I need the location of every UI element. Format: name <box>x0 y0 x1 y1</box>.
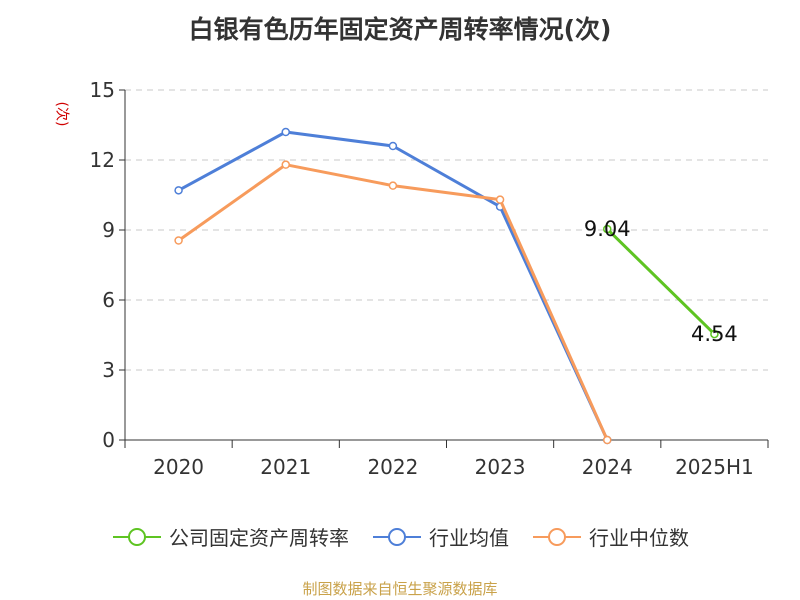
y-tick-label-0: 0 <box>102 428 115 452</box>
series-line-company-0 <box>606 227 716 336</box>
point-company-2025H1 <box>710 329 719 339</box>
x-tick-label-2021: 2021 <box>260 455 311 479</box>
y-tick-label-9: 9 <box>102 218 115 242</box>
y-tick-label-6: 6 <box>102 288 115 312</box>
legend-label-company: 公司固定资产周转率 <box>169 526 349 550</box>
data-label-company-2025H1: 4.54 <box>691 322 738 346</box>
point-company-2024 <box>603 224 612 234</box>
grid-lines <box>125 89 768 371</box>
data-label-company-2024: 9.04 <box>584 217 631 241</box>
axes: 0 3 6 9 12 15 2020 2021 2022 2023 2024 2025H1 <box>90 78 769 479</box>
y-tick-label-12: 12 <box>90 148 115 172</box>
data-source-note: 制图数据来自恒生聚源数据库 <box>302 580 498 598</box>
legend-marker-industry-median-icon <box>533 527 581 546</box>
legend-label-industry-median: 行业中位数 <box>589 526 689 550</box>
x-tick-label-2025H1: 2025H1 <box>675 455 754 479</box>
legend: 公司固定资产周转率 行业均值 行业中位数 <box>0 522 800 551</box>
legend-item-industry-median[interactable]: 行业中位数 <box>531 522 689 551</box>
data-labels: 9.04 4.54 <box>584 217 738 346</box>
legend-item-company[interactable]: 公司固定资产周转率 <box>111 522 349 551</box>
series-line-industry-avg-0 <box>177 130 609 441</box>
x-tick-label-2023: 2023 <box>475 455 526 479</box>
legend-item-industry-avg[interactable]: 行业均值 <box>371 522 509 551</box>
point-industry-avg-2021 <box>281 127 290 137</box>
point-industry-avg-2020 <box>174 186 183 195</box>
point-industry-median-2021 <box>281 160 290 169</box>
point-industry-median-2023 <box>495 195 505 204</box>
x-tick-label-2020: 2020 <box>153 455 204 479</box>
legend-marker-company-icon <box>113 527 161 546</box>
legend-label-industry-avg: 行业均值 <box>429 526 509 550</box>
chart-title: 白银有色历年固定资产周转率情况(次) <box>188 15 612 44</box>
series-lines <box>174 127 719 445</box>
y-tick-label-3: 3 <box>102 358 115 382</box>
point-industry-median-2022 <box>388 181 398 190</box>
legend-marker-industry-avg-icon <box>373 527 421 546</box>
y-tick-label-15: 15 <box>90 78 115 102</box>
x-tick-label-2024: 2024 <box>582 455 633 479</box>
point-industry-median-2020 <box>174 236 183 245</box>
point-industry-avg-2022 <box>388 141 398 151</box>
x-tick-label-2022: 2022 <box>367 455 418 479</box>
point-industry-median-2024 <box>603 435 612 445</box>
